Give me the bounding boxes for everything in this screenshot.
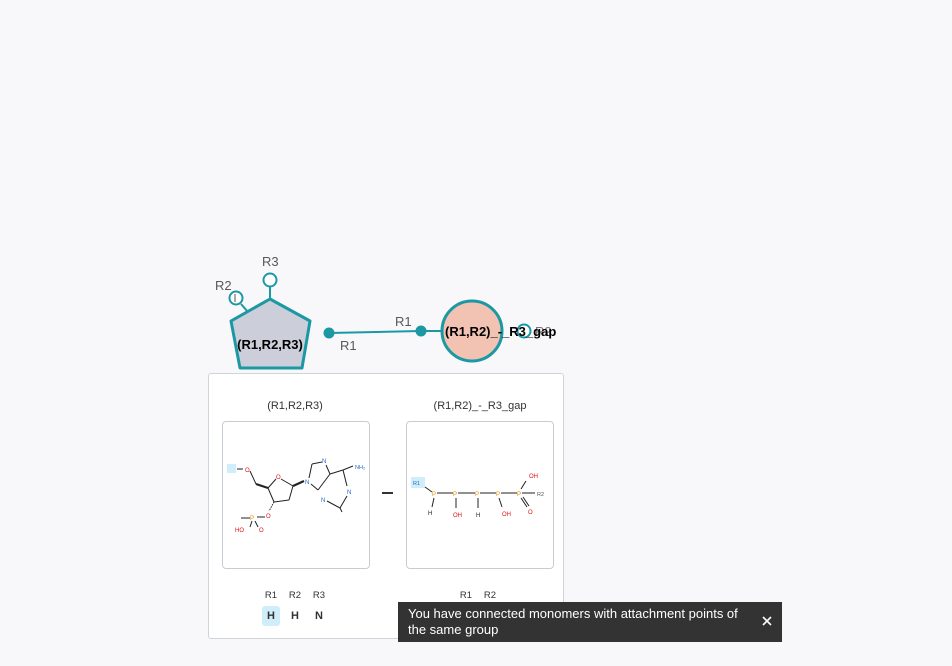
o3-atom: O — [266, 514, 271, 520]
oh1-group: OH — [453, 513, 462, 519]
left-ap-value-r1[interactable]: H — [262, 606, 280, 626]
oh3-group: OH — [529, 474, 538, 480]
left-monomer-title: (R1,R2,R3) — [267, 400, 323, 412]
close-icon[interactable] — [758, 612, 776, 630]
left-ap-header-r3: R3 — [312, 590, 326, 601]
right-monomer-attachment-points: R1 R2 — [454, 590, 502, 604]
right-ap-header-r2: R2 — [483, 590, 497, 601]
notification-toast: You have connected monomers with attachm… — [398, 602, 782, 642]
right-monomer-title: (R1,R2)_-_R3_gap — [433, 400, 527, 412]
p1-atom: P — [432, 492, 436, 498]
r3-attachment-label: R3 — [262, 254, 279, 269]
p2-atom: P — [453, 492, 457, 498]
ho-group: HO — [235, 528, 244, 534]
left-monomer-attachment-points: R1 H R2 H R3 N — [259, 590, 331, 626]
left-ap-value-r3[interactable]: N — [315, 610, 323, 622]
r2-attachment-label: R2 — [215, 278, 232, 293]
left-structure-drawing: O O O P HO O N N NH — [227, 459, 365, 534]
r1-highlight — [411, 477, 425, 488]
left-ap-value-r2[interactable]: H — [291, 610, 299, 622]
r1-atom: R1 — [413, 481, 420, 487]
h1-atom: H — [428, 511, 432, 517]
sugar-monomer-label: (R1,R2,R3) — [237, 337, 303, 352]
n7-atom: N — [322, 459, 326, 465]
n3-atom: N — [321, 498, 325, 504]
oxo-atom: O — [528, 510, 533, 516]
h2-atom: H — [476, 513, 480, 519]
phosphate-monomer-label: (R1,R2)_-_R3_gap — [445, 324, 556, 339]
monomer-connection-preview: (R1,R2,R3) (R1,R2)_-_R3_gap O O O P HO O — [208, 373, 564, 639]
n9-atom: N — [305, 480, 309, 486]
nh2-group: NH₂ — [355, 465, 365, 471]
phosphate-r2-attachment-point[interactable] — [516, 323, 532, 339]
bond-line[interactable] — [328, 330, 422, 334]
phosphorus-atom: P — [250, 516, 254, 522]
o5-atom: O — [245, 468, 250, 474]
right-ap-header-r1: R1 — [459, 590, 473, 601]
left-ap-header-r2: R2 — [288, 590, 302, 601]
p5-atom: P — [517, 492, 521, 498]
n1-atom: N — [347, 490, 351, 496]
phosphate-stub-label: R2 — [535, 324, 552, 339]
phosphate-monomer[interactable] — [440, 299, 504, 363]
toast-message: You have connected monomers with attachm… — [408, 606, 738, 637]
connection-dash — [382, 492, 393, 494]
bond-end-label: R1 — [395, 314, 412, 329]
left-monomer-structure: O O O P HO O N N NH — [222, 421, 370, 569]
p4-atom: P — [496, 492, 500, 498]
r2-atom: R2 — [537, 492, 544, 498]
oh2-group: OH — [502, 512, 511, 518]
bond-start-label: R1 — [340, 338, 357, 353]
r3-attachment-point[interactable] — [262, 272, 278, 288]
ring-o-atom: O — [276, 475, 281, 481]
right-structure-drawing: R1 P H P OH P H P OH P R2 OH O — [411, 474, 544, 519]
r2-attachment-point[interactable] — [228, 290, 244, 306]
p3-atom: P — [475, 492, 479, 498]
r1-highlight — [227, 464, 236, 473]
bond-start-dot[interactable] — [323, 327, 335, 339]
left-ap-header-r1: R1 — [264, 590, 278, 601]
right-monomer-structure: R1 P H P OH P H P OH P R2 OH O — [406, 421, 554, 569]
p-oxo-atom: O — [259, 528, 264, 534]
bond-end-dot[interactable] — [415, 325, 427, 337]
sugar-monomer[interactable] — [229, 297, 312, 370]
